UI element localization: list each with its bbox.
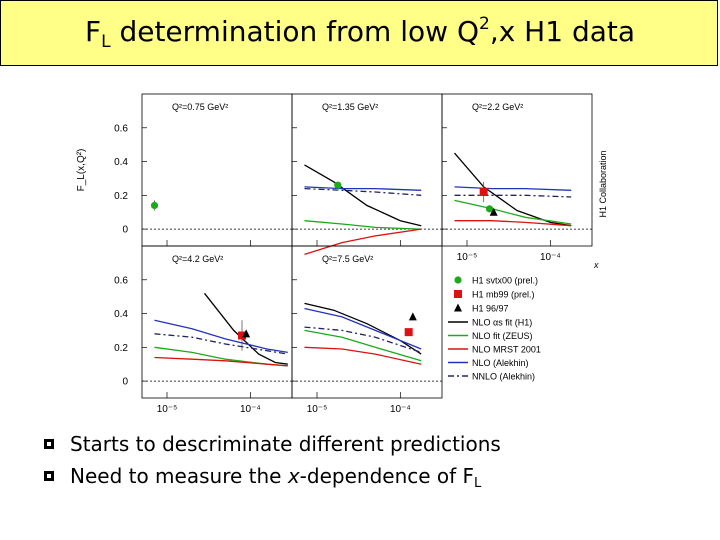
y-axis-title: F_L(x,Q²) — [76, 149, 87, 192]
curve-nlo_as_fit — [304, 302, 422, 355]
title-superscript: 2 — [478, 14, 490, 34]
y-tick-label: 0 — [122, 225, 128, 236]
curve-nlo_zeus — [304, 329, 422, 362]
legend-marker — [454, 290, 462, 298]
x-tick-label: 10⁻⁴ — [390, 404, 411, 415]
x-tick-label: 10⁻⁵ — [307, 404, 328, 415]
curve-nlo_alekhin — [454, 186, 572, 191]
curve-nlo_as_fit — [454, 152, 572, 227]
panel-label: Q²=4.2 GeV² — [172, 254, 223, 264]
curve-nlo_zeus — [154, 346, 288, 367]
y-tick-label: 0.4 — [114, 309, 128, 320]
bullet-subscript: L — [474, 476, 482, 491]
curve-nlo_alekhin — [154, 319, 288, 354]
legend-label: H1 mb99 (prel.) — [472, 290, 535, 300]
legend-marker — [454, 303, 462, 312]
data-point — [150, 201, 159, 210]
bullet-text: Starts to descriminate different predict… — [70, 432, 501, 456]
y-tick-label: 0.2 — [114, 191, 128, 202]
panel-frame — [141, 93, 293, 247]
side-label: H1 Collaboration — [598, 150, 608, 217]
curve-nlo_mrst — [454, 220, 572, 227]
bullet-item: Need to measure the x-dependence of FL — [40, 464, 501, 496]
y-tick-label: 0 — [122, 377, 128, 388]
y-tick-label: 0.4 — [114, 157, 128, 168]
panel-label: Q²=7.5 GeV² — [322, 254, 373, 264]
curve-nlo_alekhin — [304, 307, 422, 350]
curve-nlo_as_fit — [203, 292, 288, 365]
legend-label: NLO fit (ZEUS) — [472, 331, 533, 341]
panel-label: Q²=1.35 GeV² — [322, 102, 378, 112]
data-point — [408, 312, 417, 321]
curve-nlo_alekhin — [304, 186, 422, 191]
bullet-item: Starts to descriminate different predict… — [40, 432, 501, 464]
data-point — [404, 328, 413, 337]
x-tick-label: 10⁻⁵ — [457, 252, 478, 263]
x-axis-title: x — [593, 260, 599, 270]
legend-label: NLO MRST 2001 — [472, 345, 541, 355]
panel-label: Q²=0.75 GeV² — [172, 102, 228, 112]
y-tick-label: 0.2 — [114, 343, 128, 354]
panel-label: Q²=2.2 GeV² — [472, 102, 523, 112]
legend-label: H1 96/97 — [472, 304, 509, 314]
fl-figure: F_L(x,Q²) 0 0.2 0.4 0.6 Q²=0.75 GeV² Q²=1.35 G… — [76, 93, 608, 415]
bullet-text-b: -dependence of F — [299, 464, 475, 488]
curve-nnlo_alekhin — [304, 326, 422, 354]
title-text-mid: determination from low Q — [110, 15, 479, 48]
data-point — [485, 205, 494, 213]
bullet-square-icon — [44, 471, 54, 481]
legend-label: H1 svtx00 (prel.) — [472, 276, 538, 286]
curve-nlo_as_fit — [304, 164, 422, 227]
legend-marker — [454, 276, 462, 284]
curve-nlo_mrst — [304, 346, 422, 365]
x-tick-label: 10⁻⁴ — [240, 404, 261, 415]
curve-nnlo_alekhin — [454, 194, 572, 198]
title-text-rest: ,x H1 data — [489, 15, 636, 48]
legend-label: NLO (Alekhin) — [472, 358, 529, 368]
data-point — [479, 187, 488, 196]
curve-nnlo_alekhin — [304, 187, 422, 196]
bullet-square-icon — [44, 439, 54, 449]
legend-label: NLO αs fit (H1) — [472, 318, 532, 328]
data-point — [242, 329, 251, 338]
curve-nlo_zeus — [454, 199, 572, 225]
bullet-list: Starts to descriminate different predict… — [40, 432, 501, 496]
curve-nnlo_alekhin — [154, 333, 288, 355]
x-tick-label: 10⁻⁴ — [540, 252, 561, 263]
slide-title: FL determination from low Q2,x H1 data — [0, 14, 720, 52]
bullet-text-a: Need to measure the — [70, 464, 288, 488]
data-point — [489, 207, 498, 216]
panel-frame — [291, 245, 443, 399]
data-point — [334, 181, 342, 189]
x-tick-label: 10⁻⁵ — [157, 404, 178, 415]
curve-nlo_zeus — [304, 220, 422, 230]
title-banner — [0, 0, 718, 66]
legend-label: NNLO (Alekhin) — [472, 372, 535, 382]
title-subscript-l: L — [101, 32, 111, 52]
panel-frame — [441, 93, 593, 247]
y-tick-label: 0.6 — [114, 123, 128, 134]
title-text-f: F — [84, 15, 102, 48]
curve-nlo_mrst — [304, 228, 422, 256]
data-point — [238, 331, 246, 340]
y-tick-label: 0.6 — [114, 275, 128, 286]
curve-nlo_mrst — [154, 356, 288, 367]
bullet-italic-x: x — [287, 464, 300, 488]
